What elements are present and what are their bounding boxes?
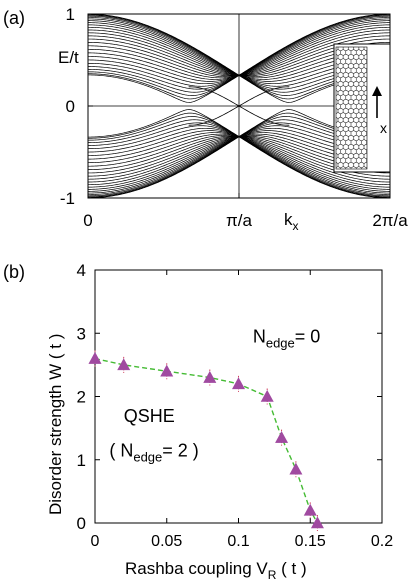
y-tick-label: 0 <box>66 97 75 116</box>
data-point <box>203 370 217 383</box>
x-tick-label: 0.2 <box>371 533 393 550</box>
panel-b-label: (b) <box>3 262 25 282</box>
data-point <box>303 503 317 516</box>
x-tick-label: 0 <box>83 211 92 230</box>
y-tick-label: 0 <box>77 514 86 533</box>
panel-a-ticks: 0 π/a 2π/a 1 0 -1 <box>60 5 408 230</box>
y-tick-label: -1 <box>60 189 75 208</box>
data-point <box>160 364 174 377</box>
band-line-upper <box>87 13 390 103</box>
annotations: Nedge= 0 QSHE ( Nedge= 2 ) <box>109 327 320 465</box>
data-point <box>260 389 274 402</box>
svg-text:kx: kx <box>284 210 299 233</box>
data-point <box>275 430 289 443</box>
data-point <box>289 462 303 475</box>
inset-ribbon: x <box>333 43 391 173</box>
series-path <box>94 357 319 524</box>
panel-b-ylabel: Disorder strength W ( t ) <box>46 334 65 515</box>
data-point <box>231 377 246 390</box>
edge-state-line <box>188 86 290 126</box>
annotation-text: QSHE <box>124 406 175 426</box>
annotation-text: Nedge= 0 <box>253 327 320 351</box>
panel-a: (a) 0 π/a 2π/a 1 0 -1 E/t kx x <box>3 5 408 233</box>
y-tick-label: 1 <box>77 451 86 470</box>
panel-b-ticks: 0 0.05 0.1 0.15 0.2 0 1 2 3 4 <box>77 261 394 550</box>
x-tick-label: 0 <box>91 533 100 550</box>
y-tick-label: 4 <box>77 261 86 280</box>
data-point <box>117 358 131 371</box>
panel-b: (b) 0 0.05 0.1 0.15 0.2 0 1 2 3 4 Nedge= 0 QSHE ( N… <box>3 261 393 582</box>
inset-lattice <box>335 46 368 170</box>
series-line <box>94 357 319 524</box>
inset-arrow-label: x <box>380 120 387 136</box>
data-point <box>88 351 102 364</box>
data-point <box>310 516 324 529</box>
annotation-text: ( Nedge= 2 ) <box>109 441 198 465</box>
arrow-head-icon <box>372 86 382 96</box>
panel-b-frame <box>94 269 383 524</box>
svg-text:Rashba coupling VR ( t ): Rashba coupling VR ( t ) <box>125 559 307 582</box>
y-tick-label: 3 <box>77 324 86 343</box>
panel-a-label: (a) <box>3 8 25 28</box>
panel-b-xlabel: Rashba coupling VR ( t ) <box>125 559 307 582</box>
x-tick-label: 0.15 <box>295 533 326 550</box>
x-tick-label: π/a <box>226 211 252 230</box>
x-tick-label: 0.1 <box>227 533 249 550</box>
x-tick-label: 0.05 <box>151 533 182 550</box>
y-tick-label: 1 <box>66 5 75 24</box>
panel-a-ylabel: E/t <box>58 48 79 67</box>
series-markers <box>88 350 324 531</box>
x-tick-label: 2π/a <box>372 211 408 230</box>
y-tick-label: 2 <box>77 388 86 407</box>
band-line-lower <box>87 109 390 199</box>
panel-a-xlabel: kx <box>284 210 299 233</box>
